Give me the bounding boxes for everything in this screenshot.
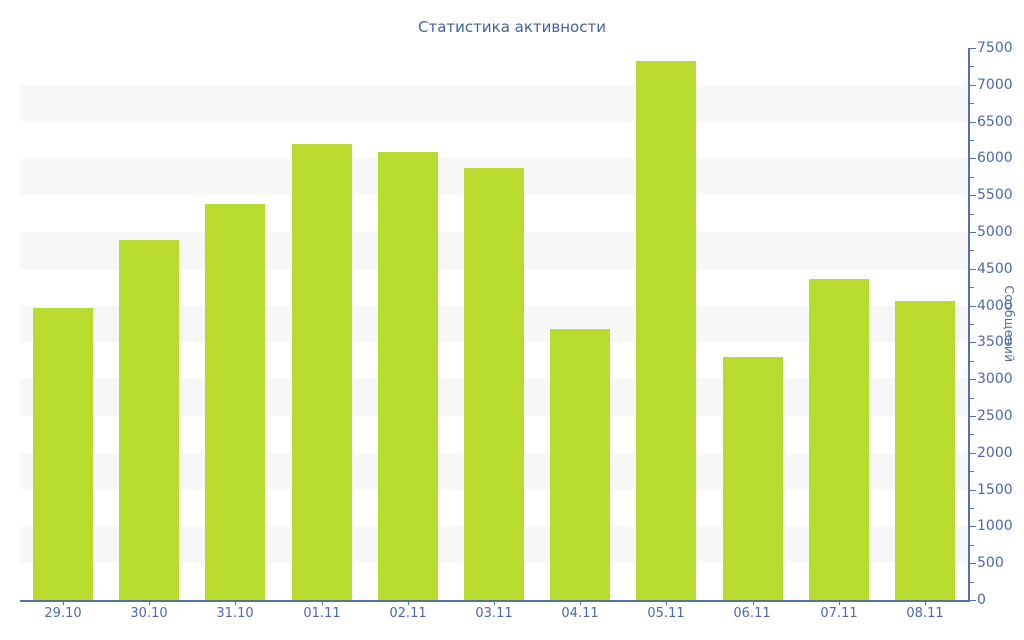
y-axis-major-tick [970,490,976,491]
y-axis-tick-label: 0 [977,592,986,608]
bar-06.11 [722,357,783,600]
y-axis-tick-label: 500 [977,555,1004,571]
y-axis-minor-tick [970,287,974,288]
bar-cell [623,48,709,600]
y-axis-tick-label: 2500 [977,408,1013,424]
x-axis-label: 29.10 [44,606,82,621]
bar-31.10 [205,204,266,600]
x-axis-tick [322,602,323,605]
y-axis-major-tick [970,342,976,343]
y-axis-minor-tick [970,214,974,215]
y-axis-minor-tick [970,434,974,435]
bar-cell [365,48,451,600]
x-axis-label: 05.11 [647,606,685,621]
y-axis-tick-label: 4000 [977,298,1013,314]
y-axis-tick-label: 5000 [977,224,1013,240]
x-axis-label: 31.10 [216,606,254,621]
y-axis-tick-label: 4500 [977,261,1013,277]
y-axis-major-tick [970,85,976,86]
bar-cell [279,48,365,600]
bar-cell [106,48,192,600]
y-axis-tick-label: 7500 [977,40,1013,56]
chart-title: Статистика активности [418,18,606,36]
y-axis-major-tick [970,416,976,417]
y-axis-minor-tick [970,398,974,399]
y-axis-minor-tick [970,471,974,472]
y-axis-tick-label: 1500 [977,482,1013,498]
bar-cell [451,48,537,600]
bar-07.11 [808,279,869,600]
x-axis-tick [149,602,150,605]
y-axis-major-tick [970,158,976,159]
bar-03.11 [464,168,525,600]
x-axis-label: 30.10 [130,606,168,621]
x-axis-label: 06.11 [733,606,771,621]
y-axis-major-tick [970,563,976,564]
y-axis-major-tick [970,379,976,380]
x-axis-tick [494,602,495,605]
bar-cell [796,48,882,600]
bar-cell [20,48,106,600]
y-axis-tick-label: 6000 [977,150,1013,166]
y-axis-major-tick [970,195,976,196]
bar-04.11 [550,329,611,600]
x-axis-tick [666,602,667,605]
y-axis-major-tick [970,600,976,601]
y-axis-minor-tick [970,361,974,362]
x-axis-label: 08.11 [906,606,944,621]
plot-area [20,48,968,600]
y-axis-line [968,48,970,602]
x-axis-label: 04.11 [561,606,599,621]
y-axis-minor-tick [970,250,974,251]
y-axis-major-tick [970,48,976,49]
y-axis-major-tick [970,232,976,233]
y-axis-tick-label: 2000 [977,445,1013,461]
bar-30.10 [119,240,180,600]
x-axis-label: 07.11 [820,606,858,621]
bar-05.11 [636,61,697,600]
bar-01.11 [291,144,352,600]
y-axis-minor-tick [970,582,974,583]
x-axis-tick [235,602,236,605]
y-axis-minor-tick [970,324,974,325]
x-axis-tick [753,602,754,605]
bar-29.10 [33,308,94,600]
y-axis-tick-label: 3000 [977,371,1013,387]
x-axis-tick [925,602,926,605]
x-axis-tick [839,602,840,605]
bar-cell [537,48,623,600]
y-axis-minor-tick [970,545,974,546]
y-axis-tick-label: 1000 [977,518,1013,534]
y-axis-major-tick [970,269,976,270]
bar-cell [710,48,796,600]
y-axis-major-tick [970,453,976,454]
x-axis-tick [408,602,409,605]
y-axis-minor-tick [970,177,974,178]
bar-02.11 [377,152,438,600]
x-axis-line [20,600,970,602]
x-axis-tick [63,602,64,605]
y-axis-tick-label: 3500 [977,334,1013,350]
y-axis-minor-tick [970,508,974,509]
x-axis-label: 03.11 [475,606,513,621]
y-axis-tick-label: 5500 [977,187,1013,203]
bar-cell [882,48,968,600]
bar-08.11 [894,301,955,600]
bar-cell [192,48,278,600]
y-axis-minor-tick [970,66,974,67]
y-axis-minor-tick [970,103,974,104]
y-axis-tick-label: 7000 [977,77,1013,93]
y-axis-major-tick [970,526,976,527]
y-axis-tick-label: 6500 [977,114,1013,130]
y-axis-major-tick [970,306,976,307]
x-axis-label: 01.11 [303,606,341,621]
y-axis-minor-tick [970,140,974,141]
bars-container [20,48,968,600]
x-axis-tick [580,602,581,605]
y-axis-title: Сообщений [1002,285,1016,363]
y-axis-major-tick [970,122,976,123]
x-axis-label: 02.11 [389,606,427,621]
